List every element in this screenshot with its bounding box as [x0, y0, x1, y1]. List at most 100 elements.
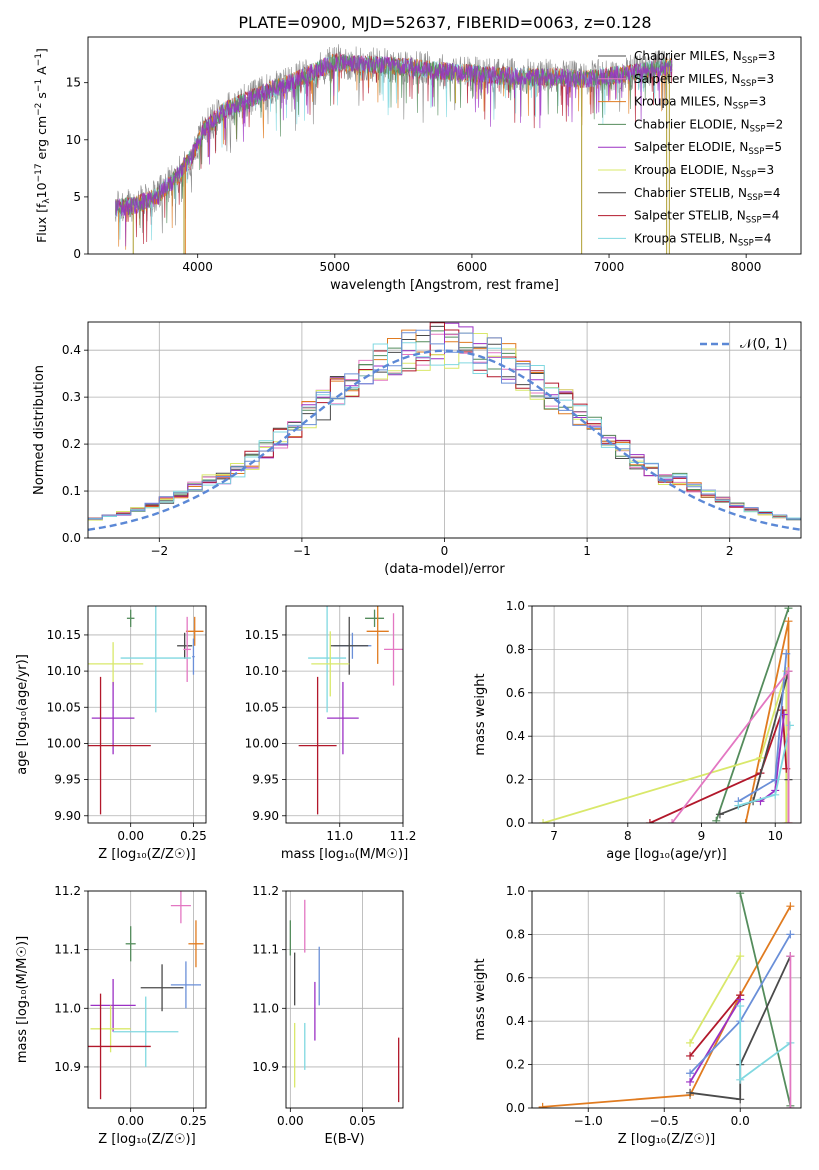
- series-marker: [736, 1002, 745, 1011]
- x-axis-label: Z [log₁₀(Z/Z☉)]: [618, 1132, 715, 1147]
- series-line: [649, 709, 788, 823]
- error-bars: [88, 606, 204, 815]
- series-line: [739, 1006, 791, 1082]
- x-tick-label: 8000: [731, 260, 762, 274]
- series-marker: [786, 902, 795, 911]
- axes-frame: [87, 605, 207, 824]
- y-tick-label: 0.0: [506, 816, 525, 830]
- legend-label: Salpeter MILES, NSSP=3: [634, 72, 774, 89]
- y-tick-label: 10.9: [54, 1060, 81, 1074]
- series-marker: [686, 1051, 695, 1060]
- y-tick-label: 11.1: [54, 943, 81, 957]
- x-tick-label: 11.0: [326, 829, 353, 843]
- axes-frame: [531, 890, 802, 1109]
- legend-label: Chabrier STELIB, NSSP=4: [634, 186, 781, 203]
- error-bars: [88, 891, 204, 1100]
- y-tick-label: 0.2: [62, 437, 81, 451]
- y-tick-label: 9.95: [252, 773, 279, 787]
- y-tick-label: 10.10: [245, 664, 279, 678]
- series-marker: [784, 667, 793, 676]
- x-tick-label: 0.25: [180, 829, 207, 843]
- y-tick-label: 0.1: [62, 484, 81, 498]
- y-tick-label: 0.8: [506, 927, 525, 941]
- series-marker: [786, 1104, 795, 1108]
- series-marker: [736, 891, 745, 898]
- x-tick-label: 0.00: [117, 829, 144, 843]
- error-bars: [289, 899, 400, 1103]
- axes-frame: [531, 605, 802, 824]
- panel-age_vs_mass: 11.0 11.2 9.90 9.95 10.00 10.05 10.10 10.15 mass…: [245, 605, 417, 862]
- y-tick-label: 10.00: [47, 736, 81, 750]
- series-line: [715, 607, 790, 822]
- y-tick-label: 0.0: [62, 531, 81, 545]
- y-tick-label: 10.05: [245, 700, 279, 714]
- spectrum-line: [115, 53, 672, 247]
- x-tick-label: 0.25: [180, 1114, 207, 1128]
- x-tick-label: 1: [583, 544, 591, 558]
- y-tick-label: 0.3: [62, 390, 81, 404]
- histogram-step: [88, 322, 801, 519]
- axes-frame: [87, 890, 207, 1109]
- x-tick-label: 11.2: [390, 829, 417, 843]
- y-tick-label: 0.2: [506, 1058, 525, 1072]
- x-axis-label: age [log₁₀(age/yr)]: [606, 847, 727, 862]
- x-axis-label: mass [log₁₀(M/M☉)]: [281, 847, 408, 862]
- series-line: [689, 999, 741, 1083]
- x-tick-label: 6000: [457, 260, 488, 274]
- y-tick-label: 0.4: [506, 1014, 525, 1028]
- y-tick-label: 9.90: [252, 809, 279, 823]
- series-marker: [712, 816, 721, 823]
- x-tick-label: 0.00: [117, 1114, 144, 1128]
- legend-label: Chabrier MILES, NSSP=3: [634, 49, 775, 66]
- y-tick-label: 0.4: [62, 343, 81, 357]
- series-marker: [784, 606, 793, 613]
- x-tick-label: −1.0: [574, 1114, 603, 1128]
- series-line: [671, 668, 790, 823]
- series-marker: [736, 1075, 745, 1084]
- x-tick-label: −1: [293, 544, 311, 558]
- x-tick-label: 10: [768, 829, 783, 843]
- y-tick-label: 0.8: [506, 642, 525, 656]
- y-tick-label: 1.0: [506, 884, 525, 898]
- x-tick-label: 4000: [182, 260, 213, 274]
- legend-label: Kroupa MILES, NSSP=3: [634, 95, 766, 112]
- legend-label: Kroupa STELIB, NSSP=4: [634, 231, 772, 248]
- y-axis-label: mass [log₁₀(M/M☉)]: [15, 936, 30, 1063]
- y-axis-label: Flux [fλ10−17 erg cm−2 s−1 A−1]: [34, 48, 52, 243]
- x-tick-label: 0.00: [277, 1114, 304, 1128]
- axes-frame: [285, 605, 404, 824]
- series-line: [542, 905, 792, 1108]
- legend: Chabrier MILES, NSSP=3 Salpeter MILES, NS…: [598, 49, 783, 248]
- y-tick-label: 0.0: [506, 1101, 525, 1115]
- series-marker: [741, 819, 750, 823]
- legend-label: Salpeter ELODIE, NSSP=5: [634, 140, 782, 157]
- y-tick-label: 10.9: [252, 1060, 279, 1074]
- y-tick-label: 11.2: [54, 884, 81, 898]
- series-marker: [686, 1038, 695, 1047]
- y-tick-label: 1.0: [506, 599, 525, 613]
- series-marker: [782, 819, 791, 823]
- x-axis-label: wavelength [Angstrom, rest frame]: [330, 278, 559, 293]
- axes-frame: [87, 321, 802, 539]
- y-tick-label: 10.15: [245, 628, 279, 642]
- x-tick-label: 7: [550, 829, 558, 843]
- histogram-step: [88, 329, 801, 520]
- panel-massweight_vs_Z: −1.0 −0.5 0.0 0.0 0.2 0.4 0.6 0.8 1.0 Z [log₁₀(Z/…: [473, 884, 802, 1147]
- panel-residuals: −2 −1 0 1 2 0.0 0.1 0.2 0.3 0.4 (data-model)/error…: [32, 321, 802, 577]
- legend-label: Kroupa ELODIE, NSSP=3: [634, 163, 774, 180]
- series-marker: [786, 930, 795, 939]
- y-axis-label: mass weight: [473, 958, 488, 1040]
- y-tick-label: 0: [73, 247, 81, 261]
- x-tick-label: 8: [624, 829, 632, 843]
- series-marker: [668, 819, 677, 823]
- spectrum-lines: [115, 44, 673, 254]
- x-axis-label: E(B-V): [324, 1132, 364, 1147]
- series-marker: [784, 819, 793, 823]
- series-marker: [771, 790, 780, 799]
- panel-mass_vs_Z: 0.00 0.25 10.9 11.0 11.1 11.2 Z [log₁₀(Z/Z☉)] m…: [15, 884, 207, 1147]
- series-marker: [784, 617, 793, 626]
- y-axis-label: Normed distribution: [32, 365, 47, 495]
- histograms: [88, 322, 801, 531]
